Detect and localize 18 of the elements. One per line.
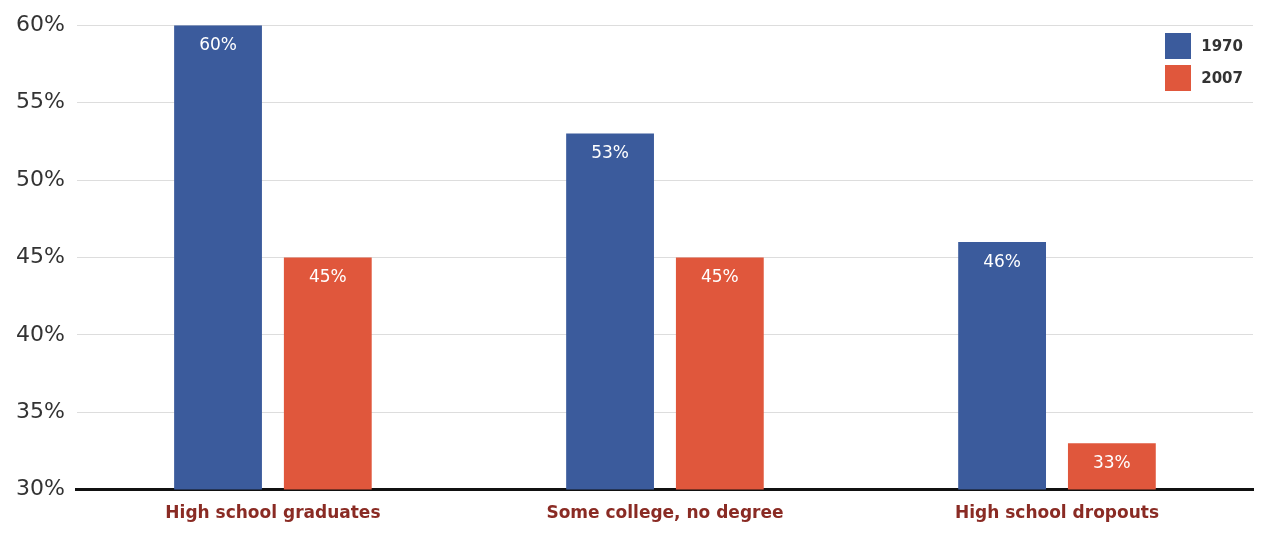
data-label: 53% [591,142,629,163]
y-tick-label: 30% [15,475,65,501]
y-tick-label: 55% [15,88,65,114]
data-label: 46% [983,250,1021,271]
y-tick-label: 60% [15,10,65,36]
data-label: 45% [308,266,347,287]
legend-label: 1970 [1201,37,1243,56]
data-label: 33% [1092,452,1131,473]
x-tick-label: High school graduates [165,502,381,523]
x-tick-label: High school dropouts [954,502,1160,523]
y-tick-label: 40% [15,320,65,346]
y-tick-label: 45% [15,243,65,269]
x-tick-label: Some college, no degree [546,502,784,523]
y-tick-label: 35% [15,397,65,423]
data-label: 60% [199,34,237,55]
data-label: 45% [700,266,739,287]
legend-label: 2007 [1201,69,1243,88]
y-tick-label: 50% [15,165,65,191]
